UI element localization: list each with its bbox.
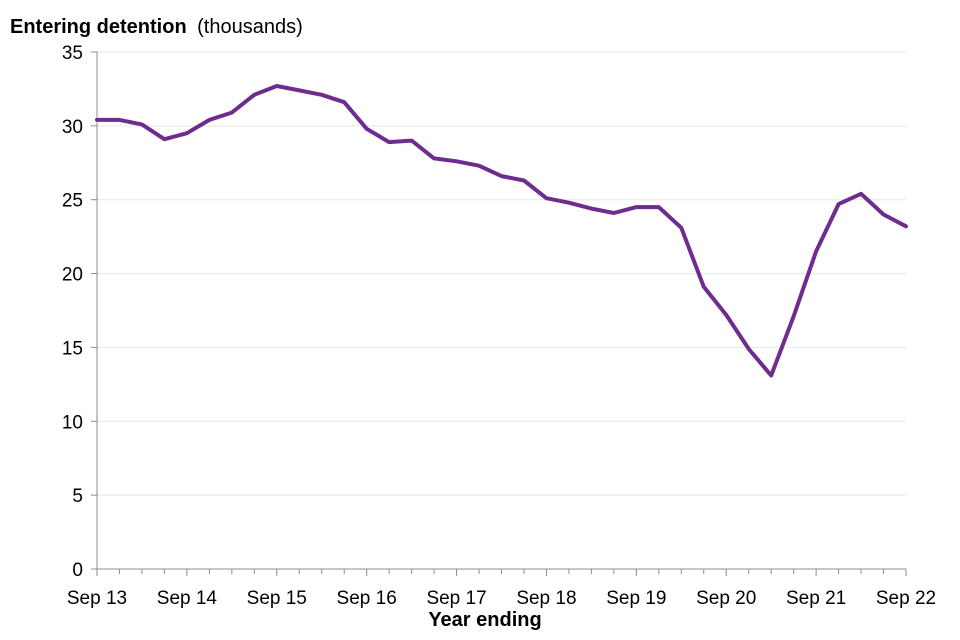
x-tick-labels: Sep 13 Sep 14 Sep 15 Sep 16 Sep 17 Sep 18 Sep … [67,588,936,609]
x-axis-label: Year ending [428,609,541,631]
series-line [95,84,908,378]
x-tick-label: Sep 20 [696,588,756,609]
y-tick-label: 5 [72,486,83,507]
x-tick-label: Sep 22 [876,588,936,609]
x-tick-label: Sep 21 [786,588,846,609]
x-tick-label: Sep 16 [337,588,397,609]
x-tick-label: Sep 19 [606,588,666,609]
y-tick-label: 35 [62,43,83,64]
chart-title-main: Entering detention [10,16,187,38]
chart-title: Entering detention (thousands) [10,16,303,38]
x-tick-label: Sep 18 [516,588,576,609]
y-tick-label: 30 [62,117,83,138]
y-tick-label: 0 [72,560,83,581]
gridlines [97,51,906,496]
x-tick-label: Sep 15 [247,588,307,609]
y-tick-labels: 0 5 10 15 20 25 30 35 [62,43,83,581]
x-tick-label: Sep 17 [426,588,486,609]
x-tick-label: Sep 14 [157,588,218,609]
y-tick-label: 25 [62,191,83,212]
chart-title-unit: (thousands) [197,16,303,38]
x-tick-label: Sep 13 [67,588,127,609]
y-tick-label: 10 [62,412,83,433]
series-layer [95,84,908,378]
y-tick-label: 15 [62,338,83,359]
y-tick-label: 20 [62,265,83,286]
axes [91,51,907,576]
